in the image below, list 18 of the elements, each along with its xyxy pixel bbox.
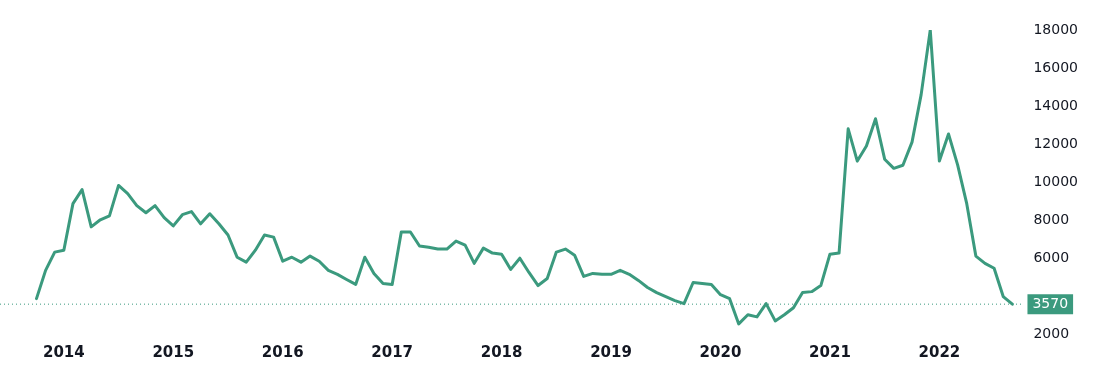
y-tick-label: 10000 (1033, 172, 1079, 189)
x-tick-label: 2022 (918, 342, 961, 361)
x-tick-label: 2020 (699, 342, 742, 361)
y-tick-label: 2000 (1033, 324, 1070, 341)
x-tick-label: 2021 (809, 342, 851, 361)
x-tick-label: 2019 (590, 342, 632, 361)
x-tick-label: 2015 (152, 342, 195, 361)
y-tick-label: 14000 (1033, 96, 1079, 113)
y-tick-label: 18000 (1033, 20, 1079, 37)
x-tick-label: 2017 (371, 342, 414, 361)
x-tick-label: 2018 (480, 342, 523, 361)
y-tick-label: 16000 (1033, 58, 1079, 75)
x-tick-label: 2016 (261, 342, 304, 361)
ref-line-label: 3570 (1032, 294, 1069, 311)
y-tick-label: 8000 (1033, 210, 1070, 227)
x-tick-label: 2014 (42, 342, 85, 361)
y-tick-label: 6000 (1033, 248, 1070, 265)
y-tick-label: 12000 (1033, 134, 1079, 151)
